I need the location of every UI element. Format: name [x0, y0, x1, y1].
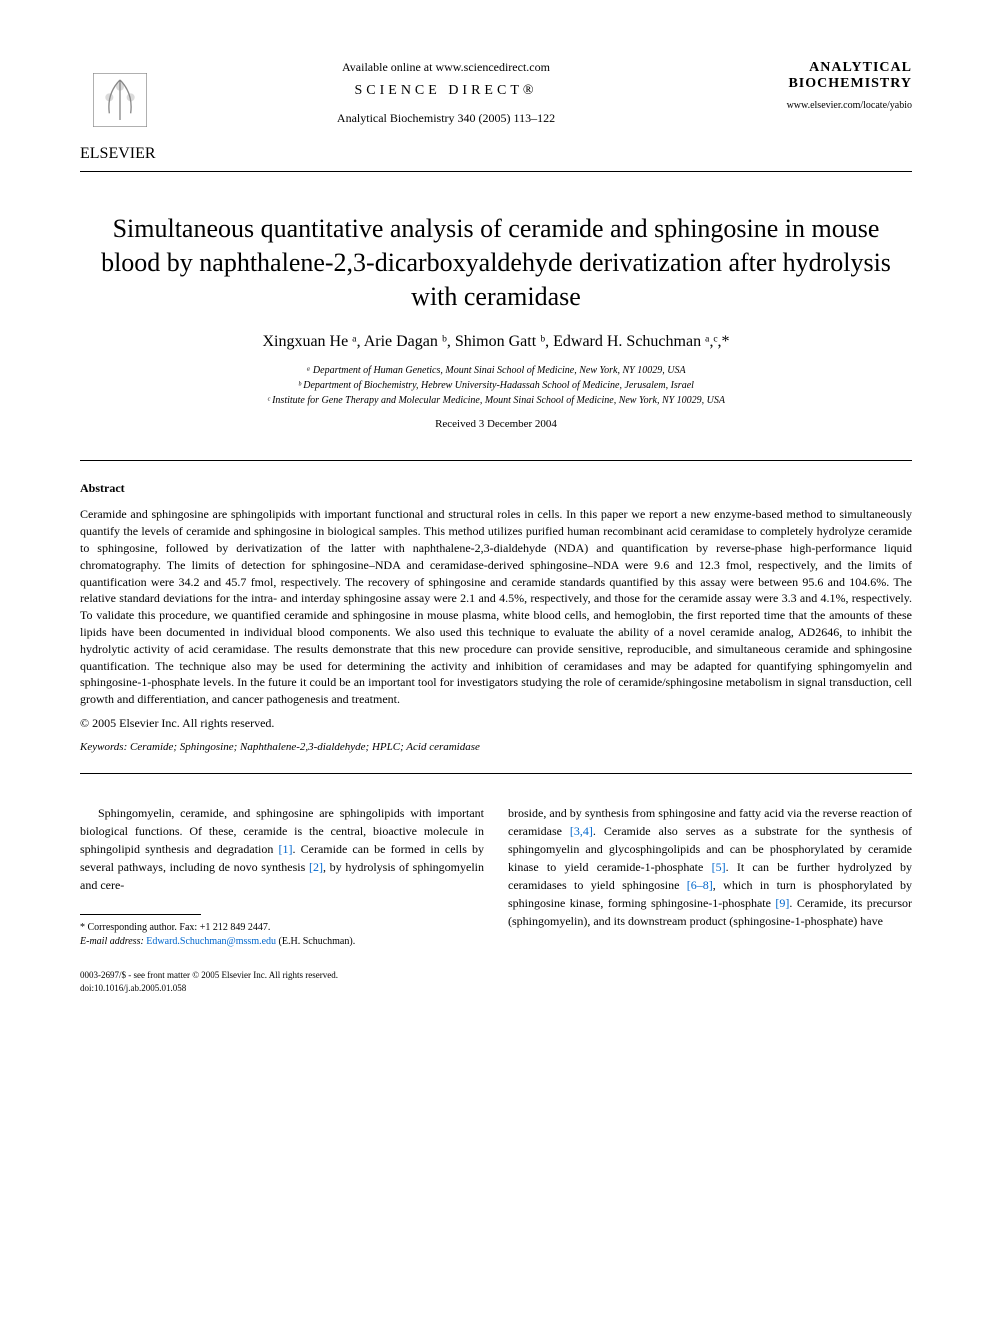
received-date: Received 3 December 2004 — [80, 418, 912, 430]
citation-link[interactable]: [9] — [775, 896, 789, 910]
keywords-line: Keywords: Ceramide; Sphingosine; Naphtha… — [80, 741, 912, 753]
affiliation-c: ᶜ Institute for Gene Therapy and Molecul… — [80, 393, 912, 408]
footnote-block: * Corresponding author. Fax: +1 212 849 … — [80, 921, 484, 949]
elsevier-tree-icon — [80, 60, 160, 140]
footnote-divider — [80, 914, 201, 915]
authors-line: Xingxuan He ᵃ, Arie Dagan ᵇ, Shimon Gatt… — [80, 333, 912, 351]
affiliation-a: ᵃ Department of Human Genetics, Mount Si… — [80, 363, 912, 378]
footer-doi-line: doi:10.1016/j.ab.2005.01.058 — [80, 982, 484, 995]
abstract-heading: Abstract — [80, 481, 912, 496]
body-text-columns: Sphingomyelin, ceramide, and sphingosine… — [80, 804, 912, 994]
abstract-bottom-divider — [80, 773, 912, 774]
article-title: Simultaneous quantitative analysis of ce… — [80, 212, 912, 313]
abstract-copyright: © 2005 Elsevier Inc. All rights reserved… — [80, 716, 912, 731]
email-line: E-mail address: Edward.Schuchman@mssm.ed… — [80, 935, 484, 949]
footer-issn-line: 0003-2697/$ - see front matter © 2005 El… — [80, 969, 484, 982]
header-center: Available online at www.sciencedirect.co… — [160, 60, 732, 126]
citation-link[interactable]: [6–8] — [687, 878, 713, 892]
journal-url: www.elsevier.com/locate/yabio — [732, 100, 912, 111]
footer-info: 0003-2697/$ - see front matter © 2005 El… — [80, 969, 484, 994]
corresponding-email-link[interactable]: Edward.Schuchman@mssm.edu — [146, 936, 276, 947]
header-divider — [80, 171, 912, 172]
journal-title-box: ANALYTICAL BIOCHEMISTRY www.elsevier.com… — [732, 60, 912, 111]
journal-title-line1: ANALYTICAL — [732, 60, 912, 76]
affiliation-b: ᵇ Department of Biochemistry, Hebrew Uni… — [80, 378, 912, 393]
journal-reference: Analytical Biochemistry 340 (2005) 113–1… — [160, 111, 732, 126]
citation-link[interactable]: [5] — [712, 860, 726, 874]
available-online-text: Available online at www.sciencedirect.co… — [160, 60, 732, 75]
publisher-name: ELSEVIER — [80, 145, 160, 163]
body-column-right: broside, and by synthesis from sphingosi… — [508, 804, 912, 994]
abstract-top-divider — [80, 460, 912, 461]
body-paragraph-1-left: Sphingomyelin, ceramide, and sphingosine… — [80, 804, 484, 894]
citation-link[interactable]: [1] — [279, 842, 293, 856]
corresponding-author-note: * Corresponding author. Fax: +1 212 849 … — [80, 921, 484, 935]
affiliations-block: ᵃ Department of Human Genetics, Mount Si… — [80, 363, 912, 408]
science-direct-logo: SCIENCE DIRECT® — [160, 83, 732, 99]
citation-link[interactable]: [2] — [309, 860, 323, 874]
abstract-text: Ceramide and sphingosine are sphingolipi… — [80, 506, 912, 708]
citation-link[interactable]: [3,4] — [570, 824, 593, 838]
body-column-left: Sphingomyelin, ceramide, and sphingosine… — [80, 804, 484, 994]
body-paragraph-1-right: broside, and by synthesis from sphingosi… — [508, 804, 912, 930]
publisher-logo: ELSEVIER — [80, 60, 160, 163]
journal-title-line2: BIOCHEMISTRY — [732, 76, 912, 92]
page-header: ELSEVIER Available online at www.science… — [80, 60, 912, 163]
